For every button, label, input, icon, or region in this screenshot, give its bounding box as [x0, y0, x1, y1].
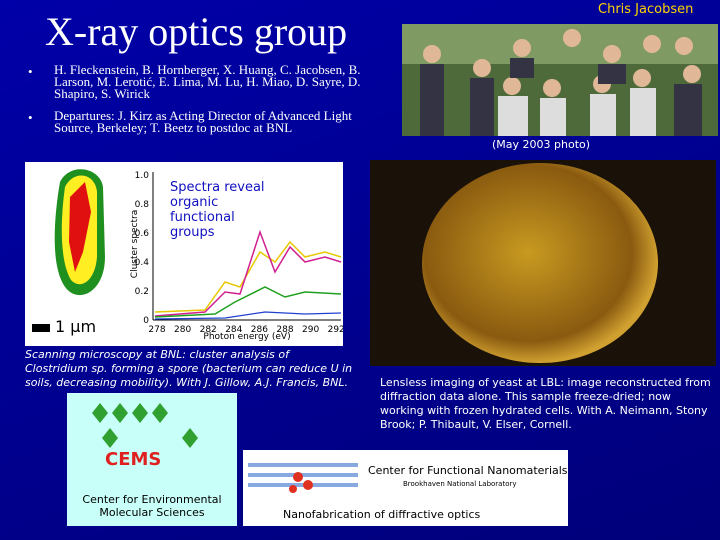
- y-tick-label: 0: [143, 316, 149, 326]
- x-tick-label: 286: [251, 325, 268, 335]
- cems-name: Center for Environmental Molecular Scien…: [82, 493, 222, 519]
- caption-species: Clostridium: [25, 362, 88, 375]
- y-tick-label: 1.0: [135, 171, 150, 181]
- scale-bar-label: 1 µm: [55, 317, 96, 336]
- y-tick-label: 0.8: [135, 200, 150, 210]
- cems-logo: CEMS Center for Environmental Molecular …: [67, 393, 237, 526]
- x-tick-label: 292: [328, 325, 343, 335]
- y-tick-label: 0.2: [135, 287, 149, 297]
- bullet: H. Fleckenstein, B. Hornberger, X. Huang…: [54, 62, 361, 101]
- spectra-figure: 1 µm Cluster spectra 0 0.2 0.4 0.6 0.8 1.0 278…: [25, 162, 343, 346]
- y-tick-label: 0.4: [135, 258, 150, 268]
- x-label: Photon energy (eV): [203, 332, 290, 342]
- yeast-image: [370, 160, 716, 366]
- cfn-caption: Nanofabrication of diffractive optics: [283, 508, 481, 521]
- x-tick-label: 278: [148, 325, 165, 335]
- x-tick-label: 282: [200, 325, 217, 335]
- credit: Chris Jacobsen: [598, 2, 694, 17]
- spectra-caption: Scanning microscopy at BNL: cluster anal…: [25, 348, 355, 390]
- y-tick-label: 0.6: [135, 229, 150, 239]
- spectra-overlay: Spectra reveal organic functional groups: [170, 180, 265, 240]
- y-label: Cluster spectra: [130, 210, 140, 278]
- x-tick-label: 280: [174, 325, 191, 335]
- bullet: Departures: J. Kirz as Acting Director o…: [54, 108, 352, 135]
- cfn-box: Center for Functional Nanomaterials Broo…: [243, 450, 568, 526]
- caption-text: sp. forming a spore (bacterium can reduc…: [25, 362, 353, 389]
- x-tick-label: 290: [302, 325, 319, 335]
- yeast-caption: Lensless imaging of yeast at LBL: image …: [380, 376, 711, 431]
- x-tick-label: 284: [225, 325, 242, 335]
- x-tick-label: 288: [276, 325, 293, 335]
- title: X-ray optics group: [45, 9, 348, 54]
- cfn-name: Center for Functional Nanomaterials: [368, 464, 568, 477]
- group-photo: [402, 24, 718, 136]
- photo-caption: (May 2003 photo): [492, 138, 591, 151]
- caption-text: Scanning microscopy at BNL: cluster anal…: [25, 348, 289, 361]
- cfn-lab: Brookhaven National Laboratory: [403, 480, 517, 488]
- cems-mark: CEMS: [105, 449, 161, 470]
